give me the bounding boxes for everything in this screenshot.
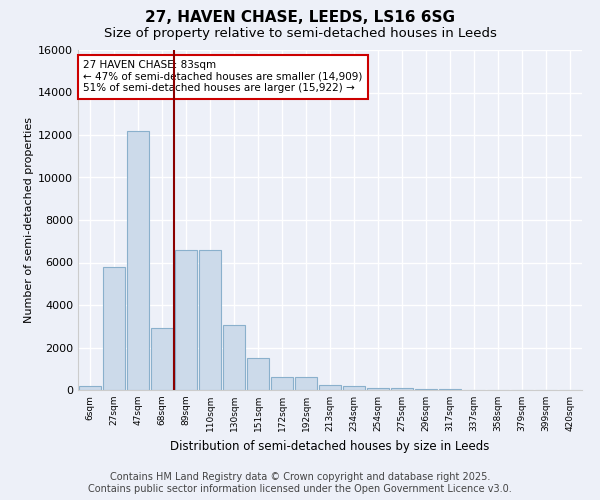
Bar [79,386,101,390]
Bar [367,388,389,390]
Bar [391,388,413,390]
Bar [223,325,245,390]
Bar [127,130,149,390]
Bar [175,250,197,390]
Bar [247,358,269,390]
X-axis label: Distribution of semi-detached houses by size in Leeds: Distribution of semi-detached houses by … [170,440,490,452]
Bar [271,378,293,390]
Bar [295,378,317,390]
Bar [151,328,173,390]
Bar [199,250,221,390]
Bar [343,386,365,390]
Bar [103,267,125,390]
Text: 27 HAVEN CHASE: 83sqm
← 47% of semi-detached houses are smaller (14,909)
51% of : 27 HAVEN CHASE: 83sqm ← 47% of semi-deta… [83,60,362,94]
Bar [415,389,437,390]
Text: 27, HAVEN CHASE, LEEDS, LS16 6SG: 27, HAVEN CHASE, LEEDS, LS16 6SG [145,10,455,25]
Text: Contains HM Land Registry data © Crown copyright and database right 2025.
Contai: Contains HM Land Registry data © Crown c… [88,472,512,494]
Y-axis label: Number of semi-detached properties: Number of semi-detached properties [24,117,34,323]
Text: Size of property relative to semi-detached houses in Leeds: Size of property relative to semi-detach… [104,28,496,40]
Bar [319,386,341,390]
